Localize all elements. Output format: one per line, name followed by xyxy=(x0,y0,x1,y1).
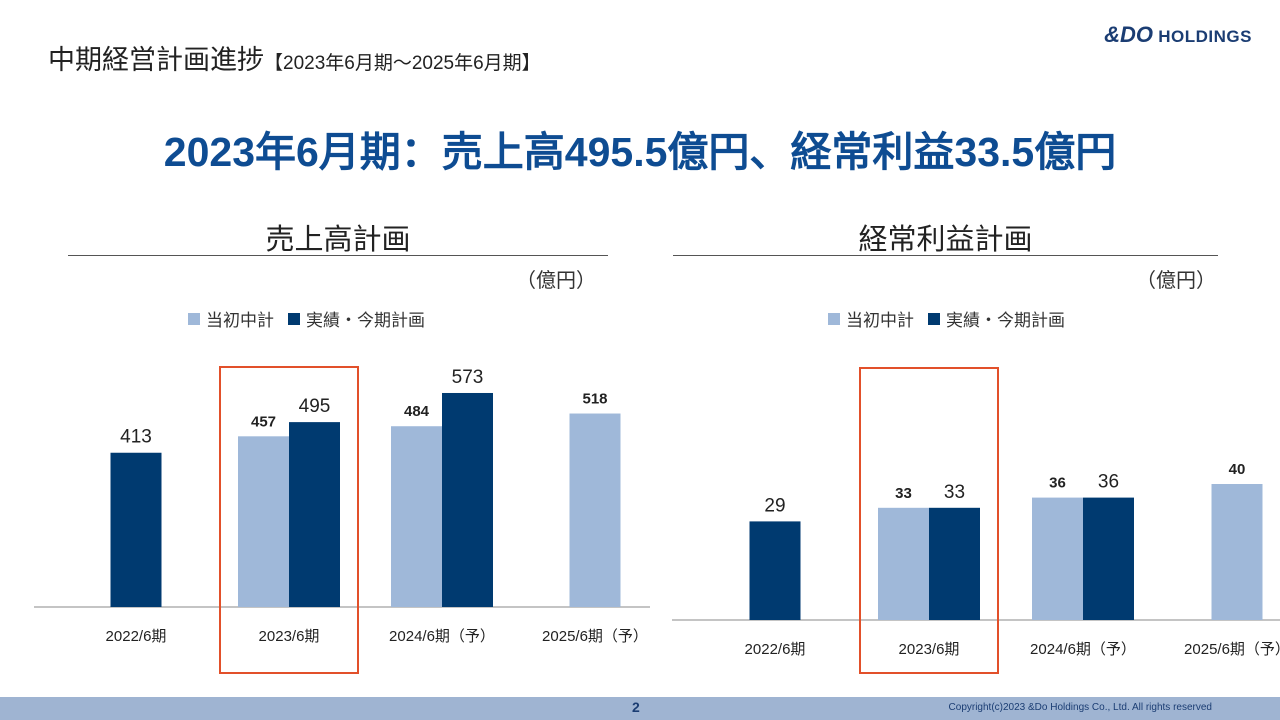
bar-actual xyxy=(1083,497,1134,620)
bar-initial-plan xyxy=(391,426,442,607)
legend-swatch-actual xyxy=(928,312,940,325)
data-label: 36 xyxy=(1049,475,1066,492)
copyright-text: Copyright(c)2023 &Do Holdings Co., Ltd. … xyxy=(948,702,1212,713)
data-label: 29 xyxy=(764,495,785,516)
legend-swatch-initial xyxy=(188,312,200,325)
bar-actual xyxy=(289,422,340,607)
x-tick-label: 2023/6期 xyxy=(899,641,960,658)
slide-title: 中期経営計画進捗【2023年6月期～2025年6月期】 xyxy=(48,38,541,77)
x-tick-label: 2022/6期 xyxy=(745,641,806,658)
profit-chart-title: 経常利益計画 xyxy=(858,224,1033,256)
legend-item-actual: 実績・今期計画 xyxy=(928,306,1065,331)
bar-initial-plan xyxy=(1211,484,1263,620)
headline: 2023年6月期：売上高495.5億円、経常利益33.5億円 xyxy=(163,129,1117,175)
legend-swatch-actual xyxy=(288,312,300,325)
x-tick-label: 2025/6期（予） xyxy=(542,628,648,645)
profit-unit-label: （億円） xyxy=(1136,270,1216,292)
x-tick-label: 2024/6期（予） xyxy=(389,628,495,645)
x-tick-label: 2022/6期 xyxy=(106,628,167,645)
legend-item-initial: 当初中計 xyxy=(828,306,914,331)
bar-actual xyxy=(442,392,493,607)
logo-text: HOLDINGS xyxy=(1153,27,1252,46)
sales-legend: 当初中計 実績・今期計画 xyxy=(188,306,439,331)
data-label: 413 xyxy=(120,427,152,448)
legend-item-initial: 当初中計 xyxy=(188,306,274,331)
profit-bar-chart: 29 2022/6期 33 33 2023/6期 36 36 2024/6期（予） 40 2025… xyxy=(672,367,1280,674)
x-tick-label: 2025/6期（予） xyxy=(1184,641,1280,658)
logo-mark: &DO xyxy=(1104,22,1154,47)
bar-initial-plan xyxy=(1032,497,1083,620)
bar-initial-plan xyxy=(238,436,289,607)
bar-initial-plan xyxy=(878,507,929,620)
legend-label-initial: 当初中計 xyxy=(206,311,274,330)
company-logo: &DO HOLDINGS xyxy=(1104,22,1252,48)
legend-label-initial: 当初中計 xyxy=(846,311,914,330)
page-number: 2 xyxy=(632,699,640,715)
data-label: 36 xyxy=(1098,472,1119,493)
bar-actual xyxy=(929,507,980,620)
data-label: 40 xyxy=(1229,461,1246,478)
legend-item-actual: 実績・今期計画 xyxy=(288,306,425,331)
slide-title-text: 中期経営計画進捗 xyxy=(48,45,264,75)
x-tick-label: 2024/6期（予） xyxy=(1030,641,1136,658)
x-tick-label: 2023/6期 xyxy=(259,628,320,645)
profit-title-rule xyxy=(673,255,1218,256)
legend-swatch-initial xyxy=(828,312,840,325)
legend-label-actual: 実績・今期計画 xyxy=(946,311,1065,330)
legend-label-actual: 実績・今期計画 xyxy=(306,311,425,330)
data-label: 495 xyxy=(299,396,331,417)
data-label: 484 xyxy=(404,403,430,420)
slide-subtitle: 【2023年6月期～2025年6月期】 xyxy=(264,53,541,74)
data-label: 33 xyxy=(944,482,965,503)
bar-actual xyxy=(749,521,801,620)
data-label: 518 xyxy=(582,391,607,408)
sales-title-rule xyxy=(68,255,608,256)
sales-bar-chart: 413 2022/6期 457 495 2023/6期 484 573 2024/6期（予） 5… xyxy=(34,366,650,674)
sales-unit-label: （億円） xyxy=(516,270,596,292)
footer-bar: 2 Copyright(c)2023 &Do Holdings Co., Ltd… xyxy=(0,697,1280,720)
highlight-box xyxy=(219,366,359,674)
profit-legend: 当初中計 実績・今期計画 xyxy=(828,306,1079,331)
bar-actual xyxy=(110,452,162,607)
highlight-box xyxy=(859,367,999,674)
data-label: 573 xyxy=(452,367,484,388)
sales-chart-title: 売上高計画 xyxy=(265,224,411,256)
data-label: 33 xyxy=(895,485,912,502)
data-label: 457 xyxy=(251,413,276,430)
bar-initial-plan xyxy=(569,413,621,607)
